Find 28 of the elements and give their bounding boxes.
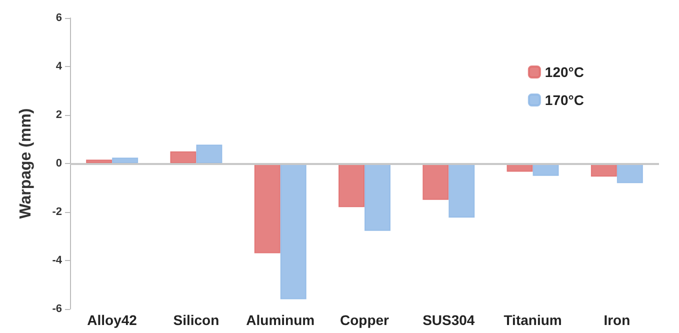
legend-label: 120°C bbox=[544, 64, 584, 80]
x-tick-label: SUS304 bbox=[422, 312, 475, 328]
y-tick-label: 4 bbox=[56, 60, 63, 72]
y-tick-label: 0 bbox=[56, 158, 62, 170]
x-tick-label: Copper bbox=[340, 312, 390, 328]
bar bbox=[254, 164, 280, 254]
x-tick-label: Alloy42 bbox=[87, 312, 138, 328]
y-tick-label: -4 bbox=[52, 254, 63, 266]
legend-label: 170°C bbox=[544, 92, 584, 108]
y-tick-label: 6 bbox=[56, 12, 62, 24]
bar bbox=[616, 164, 643, 184]
y-tick-label: 2 bbox=[56, 109, 62, 121]
bar bbox=[280, 164, 306, 300]
y-tick-label: -2 bbox=[52, 206, 62, 218]
x-tick-label: Iron bbox=[604, 312, 630, 328]
bar bbox=[112, 158, 138, 164]
bar bbox=[196, 144, 222, 164]
y-axis-title: Warpage (mm) bbox=[18, 108, 34, 219]
bar bbox=[170, 151, 196, 164]
x-tick-label: Aluminum bbox=[246, 312, 315, 328]
bar bbox=[86, 160, 112, 164]
x-tick-label: Titanium bbox=[504, 312, 562, 328]
bar bbox=[364, 164, 390, 231]
bar bbox=[448, 164, 475, 218]
y-tick-label: -6 bbox=[52, 303, 62, 315]
bar bbox=[422, 164, 449, 200]
x-tick-label: Silicon bbox=[173, 312, 220, 328]
bar bbox=[338, 164, 364, 208]
